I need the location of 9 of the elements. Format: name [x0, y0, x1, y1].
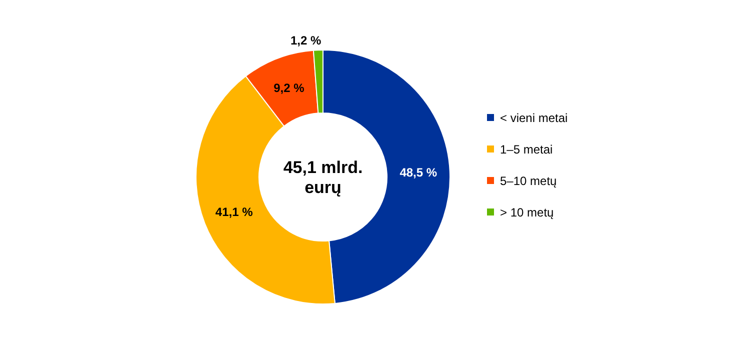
text: 45,1 mlrd. eurų	[283, 158, 363, 197]
data-label: 9,2 %	[274, 80, 305, 95]
legend-label: 1–5 metai	[500, 142, 553, 157]
data-label: 1,2 %	[290, 33, 322, 48]
legend-label: > 10 metų	[500, 206, 554, 220]
data-label: 48,5 %	[400, 166, 438, 180]
data-label: 41,1 %	[215, 205, 254, 220]
legend-label: < vieni metai	[500, 111, 568, 126]
legend-label: 5–10 metų	[500, 174, 558, 188]
